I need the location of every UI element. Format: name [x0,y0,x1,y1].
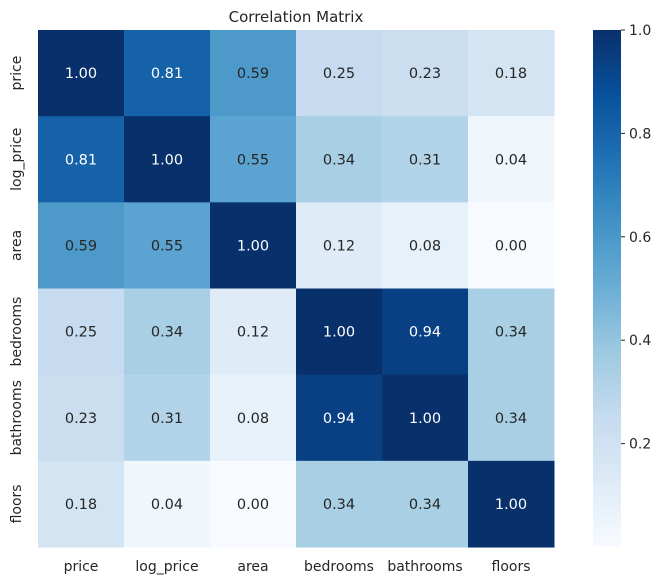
cell-annotation-price-log_price: 0.81 [151,66,183,82]
cell-annotation-area-bedrooms: 0.12 [323,238,355,254]
heatmap-cell-log_price-log_price [124,116,211,203]
heatmap-cell-bathrooms-price [38,374,125,462]
cell-annotation-floors-log_price: 0.04 [151,497,183,513]
cell-annotation-bedrooms-bedrooms: 1.00 [323,325,355,341]
y-tick-label-floors: floors [9,484,25,523]
heatmap-cell-area-bedrooms [296,202,383,290]
x-tick-label-bedrooms: bedrooms [304,559,374,575]
cell-annotation-area-area: 1.00 [237,238,269,254]
heatmap-cell-floors-log_price [124,460,211,548]
heatmap-cells [38,30,555,548]
heatmap-cell-log_price-floors [468,116,555,203]
y-tick-label-area: area [9,230,25,261]
cell-annotation-bathrooms-price: 0.23 [65,411,97,427]
cell-annotation-area-floors: 0.00 [495,238,527,254]
cell-annotation-log_price-log_price: 1.00 [151,152,183,168]
heatmap-cell-bedrooms-log_price [124,288,211,376]
cell-annotation-log_price-bathrooms: 0.31 [409,152,441,168]
colorbar-tick-label: 1.0 [629,23,651,39]
colorbar-gradient [593,30,621,547]
cell-annotation-price-bedrooms: 0.25 [323,66,355,82]
cell-annotation-floors-area: 0.00 [237,497,269,513]
cell-annotation-area-log_price: 0.55 [151,238,183,254]
cell-annotation-area-bathrooms: 0.08 [409,238,441,254]
x-tick-label-price: price [64,559,99,575]
heatmap-cell-log_price-bedrooms [296,116,383,203]
heatmap-cell-log_price-price [38,116,125,203]
heatmap-cell-area-log_price [124,202,211,290]
heatmap-cell-bedrooms-floors [468,288,555,376]
heatmap-cell-bedrooms-bedrooms [296,288,383,376]
heatmap-cell-floors-price [38,460,125,548]
y-tick-label-log_price: log_price [9,128,25,191]
cell-annotation-floors-bedrooms: 0.34 [323,497,355,513]
heatmap-cell-price-bathrooms [382,30,469,117]
cell-annotation-floors-bathrooms: 0.34 [409,497,441,513]
cell-annotation-log_price-floors: 0.04 [495,152,527,168]
heatmap-cell-bathrooms-area [210,374,297,462]
cell-annotation-log_price-area: 0.55 [237,152,269,168]
chart-title: Correlation Matrix [229,8,364,26]
x-axis-tick-labels: price log_price area bedrooms bathrooms floor… [64,559,531,575]
colorbar-tick-label: 0.8 [629,126,651,142]
cell-annotations: 1.00 0.81 0.59 0.25 0.23 0.18 0.81 1.00 0.55 0.34… [65,66,527,513]
heatmap-cell-bedrooms-price [38,288,125,376]
heatmap-cell-bedrooms-area [210,288,297,376]
heatmap-cell-price-bedrooms [296,30,383,117]
cell-annotation-bathrooms-floors: 0.34 [495,411,527,427]
cell-annotation-bathrooms-bathrooms: 1.00 [409,411,441,427]
x-tick-label-floors: floors [492,559,531,575]
cell-annotation-bathrooms-area: 0.08 [237,411,269,427]
cell-annotation-area-price: 0.59 [65,238,97,254]
heatmap-cell-log_price-bathrooms [382,116,469,203]
cell-annotation-log_price-price: 0.81 [65,152,97,168]
x-tick-label-log_price: log_price [135,559,198,575]
cell-annotation-floors-floors: 1.00 [495,497,527,513]
heatmap-cell-area-price [38,202,125,290]
x-tick-label-bathrooms: bathrooms [387,559,462,575]
heatmap-cell-area-floors [468,202,555,290]
cell-annotation-bedrooms-floors: 0.34 [495,325,527,341]
heatmap-cell-price-area [210,30,297,117]
heatmap-cell-bathrooms-bedrooms [296,374,383,462]
cell-annotation-log_price-bedrooms: 0.34 [323,152,355,168]
cell-annotation-bedrooms-area: 0.12 [237,325,269,341]
cell-annotation-price-area: 0.59 [237,66,269,82]
heatmap-cell-bedrooms-bathrooms [382,288,469,376]
cell-annotation-bedrooms-price: 0.25 [65,325,97,341]
colorbar: 0.2 0.4 0.6 0.8 1.0 [593,23,651,547]
heatmap-cell-price-floors [468,30,555,117]
y-tick-label-bedrooms: bedrooms [9,297,25,367]
cell-annotation-bathrooms-bedrooms: 0.94 [323,411,355,427]
heatmap-cell-floors-area [210,460,297,548]
cell-annotation-price-bathrooms: 0.23 [409,66,441,82]
heatmap-cell-price-price [38,30,125,117]
y-tick-label-bathrooms: bathrooms [9,380,25,455]
heatmap-cell-bathrooms-log_price [124,374,211,462]
cell-annotation-price-floors: 0.18 [495,66,527,82]
cell-annotation-bedrooms-log_price: 0.34 [151,325,183,341]
heatmap-cell-floors-bathrooms [382,460,469,548]
heatmap-cell-area-area [210,202,297,290]
heatmap-cell-floors-bedrooms [296,460,383,548]
cell-annotation-price-price: 1.00 [65,66,97,82]
heatmap-cell-floors-floors [468,460,555,548]
cell-annotation-bedrooms-bathrooms: 0.94 [409,325,441,341]
heatmap-cell-bathrooms-floors [468,374,555,462]
heatmap-cell-log_price-area [210,116,297,203]
colorbar-tick-label: 0.2 [629,437,651,453]
y-tick-label-price: price [9,56,25,91]
cell-annotation-bathrooms-log_price: 0.31 [151,411,183,427]
colorbar-tick-label: 0.6 [629,230,651,246]
cell-annotation-floors-price: 0.18 [65,497,97,513]
heatmap-cell-bathrooms-bathrooms [382,374,469,462]
colorbar-tick-label: 0.4 [629,333,651,349]
heatmap-cell-price-log_price [124,30,211,117]
x-tick-label-area: area [237,559,268,575]
heatmap-cell-area-bathrooms [382,202,469,290]
